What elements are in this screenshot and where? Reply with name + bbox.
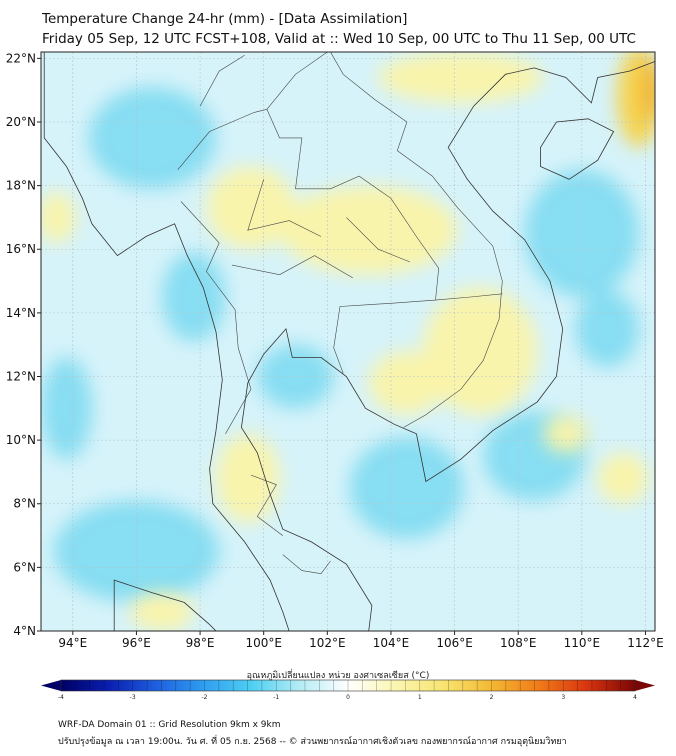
cold-anomaly-blob — [41, 357, 92, 460]
footer-model-info: WRF-DA Domain 01 :: Grid Resolution 9km … — [58, 720, 281, 730]
cold-anomaly-blob — [349, 436, 465, 539]
border-line — [199, 54, 245, 107]
lon-tick-label: 104°E — [373, 636, 410, 650]
cold-anomaly-blob — [575, 290, 640, 367]
borders — [177, 52, 503, 575]
map-subtitle: Friday 05 Sep, 12 UTC FCST+108, Valid at… — [42, 31, 636, 47]
warm-anomaly-blob — [130, 592, 194, 631]
coastline-hainan — [540, 118, 615, 180]
colorbar-tick-label: 0 — [346, 694, 350, 701]
border-line — [177, 109, 267, 170]
border-line — [266, 52, 328, 110]
border-line — [250, 474, 283, 536]
colorbar-tick-label: -3 — [130, 694, 136, 701]
coastline-sumatra — [113, 579, 217, 631]
footer-credit: ปรับปรุงข้อมูล ณ เวลา 19:00น. วัน ศ. ที่… — [58, 737, 567, 747]
colorbar-tick-label: 1 — [418, 694, 422, 701]
border-line — [435, 293, 503, 301]
warm-anomaly-blob — [422, 287, 538, 415]
lat-tick-label: 20°N — [6, 115, 36, 129]
lat-tick-label: 10°N — [6, 433, 36, 447]
warm-anomaly-blob — [206, 166, 296, 250]
colorbar-tick-label: 4 — [633, 694, 637, 701]
warm-anomaly-blob — [642, 58, 655, 122]
warm-anomaly-blob — [597, 452, 649, 504]
colorbar-tick-label: 3 — [561, 694, 565, 701]
lat-tick-label: 14°N — [6, 306, 36, 320]
warm-anomaly-blob — [41, 191, 76, 243]
colorbar: -4 -3 -2 -1 0 1 2 3 4 — [41, 679, 655, 701]
gridlines — [41, 52, 655, 631]
lon-tick-label: 94°E — [58, 636, 87, 650]
colorbar-title: อุณหภูมิเปลี่ยนแปลง หน่วย องศาเซลเซียส (… — [246, 671, 430, 681]
lat-tick-label: 18°N — [6, 179, 36, 193]
border-line — [266, 109, 440, 374]
warm-anomaly-blob — [279, 185, 458, 275]
colorbar-outline — [60, 679, 636, 692]
longitude-ticks: 94°E 96°E 98°E 100°E 102°E 104°E 106°E 108°E 110… — [58, 631, 664, 650]
cold-anomaly-blob — [88, 86, 216, 189]
latitude-ticks: 22°N 20°N 18°N 16°N 14°N 12°N 10°N 8°N 6°N 4°N — [6, 51, 41, 638]
warm-anomaly-blob — [378, 52, 544, 103]
lat-tick-label: 8°N — [13, 497, 36, 511]
lat-tick-label: 16°N — [6, 242, 36, 256]
lat-tick-label: 6°N — [13, 560, 36, 574]
border-line — [247, 179, 322, 237]
border-line — [330, 52, 503, 428]
lon-tick-label: 96°E — [122, 636, 151, 650]
map-frame — [40, 51, 656, 632]
lat-tick-label: 22°N — [6, 51, 36, 65]
colorbar-tick-label: -2 — [202, 694, 208, 701]
colorbar-tick-label: -4 — [58, 694, 64, 701]
lon-tick-label: 98°E — [186, 636, 215, 650]
border-line — [346, 217, 411, 263]
cold-anomaly-blob — [53, 500, 220, 603]
lon-tick-label: 110°E — [564, 636, 601, 650]
lon-tick-label: 106°E — [436, 636, 473, 650]
warm-anomaly-blob — [368, 351, 446, 415]
lat-tick-label: 12°N — [6, 369, 36, 383]
warm-anomaly-blob — [543, 414, 589, 453]
border-line — [282, 554, 331, 575]
lon-tick-label: 100°E — [245, 636, 282, 650]
coastline-mainland — [43, 52, 655, 631]
colorbar-tick-label: -1 — [273, 694, 279, 701]
border-line — [180, 201, 252, 434]
colorbar-tick-label: 2 — [490, 694, 494, 701]
colorbar-body — [61, 680, 635, 691]
lat-tick-label: 4°N — [13, 624, 36, 638]
map-title: Temperature Change 24-hr (mm) - [Data As… — [42, 11, 408, 27]
warm-anomaly-blob — [215, 433, 280, 523]
colorbar-min-arrow — [41, 680, 61, 691]
lon-tick-label: 112°E — [627, 636, 664, 650]
lon-tick-label: 108°E — [500, 636, 537, 650]
cold-anomaly-blob — [257, 344, 334, 409]
colorbar-max-arrow — [635, 680, 655, 691]
cold-anomaly-blob — [161, 252, 226, 342]
map-plot-area — [41, 52, 655, 631]
lon-tick-label: 102°E — [309, 636, 346, 650]
cold-anomaly-field — [41, 86, 640, 603]
border-line — [231, 255, 353, 279]
coastlines — [43, 52, 655, 631]
